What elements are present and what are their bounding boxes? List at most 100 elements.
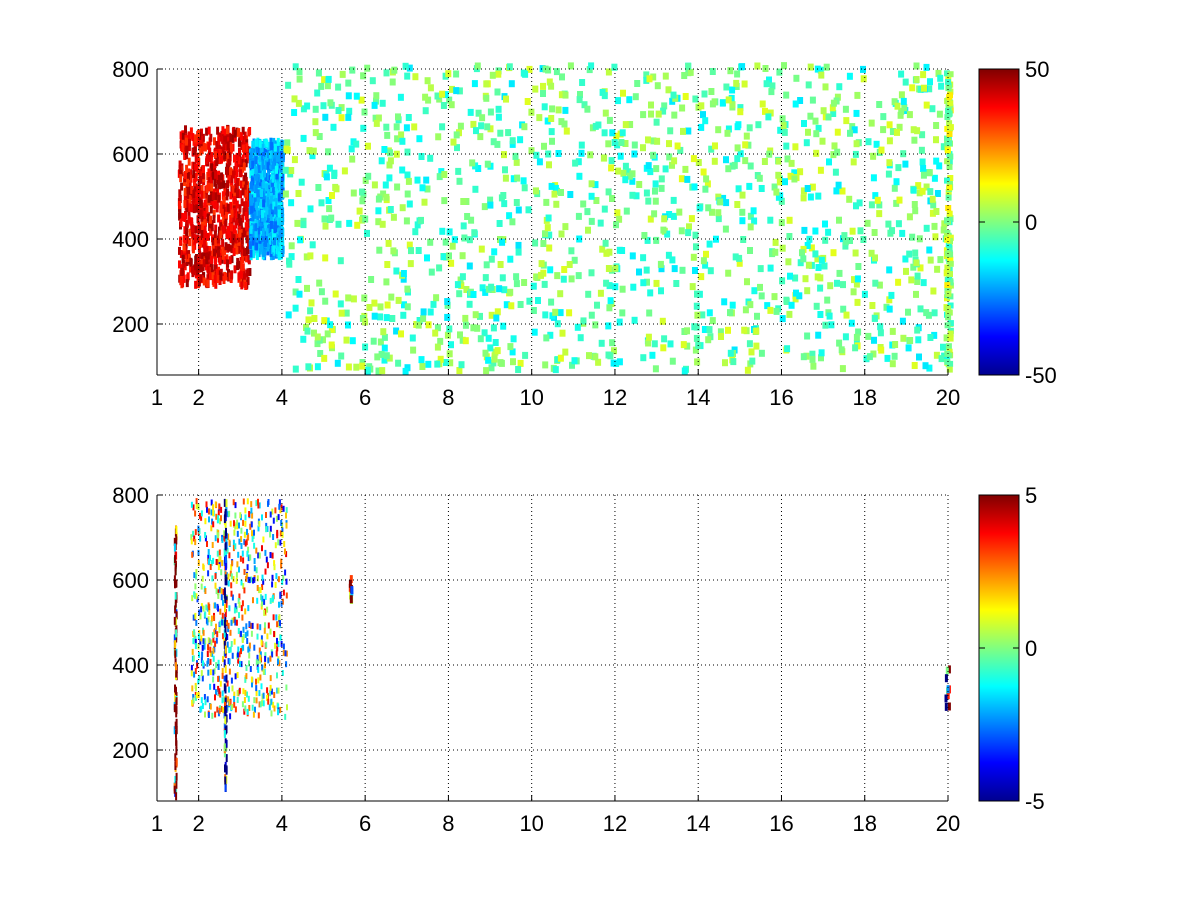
heatmap-cell [247,646,250,653]
heatmap-cell [264,622,266,629]
heatmap-cell [945,241,952,248]
heatmap-cell [633,192,640,200]
heatmap-cell [553,200,560,208]
heatmap-cell [830,249,837,257]
heatmap-cell [194,583,197,590]
heatmap-cell [585,226,591,234]
heatmap-cell [213,178,217,187]
heatmap-cell [308,299,315,307]
heatmap-cell [322,254,329,262]
heatmap-cell [257,226,261,235]
heatmap-cell [499,274,506,282]
heatmap-cell [209,646,212,653]
heatmap-cell [778,219,785,227]
heatmap-cell [232,545,235,552]
heatmap-cell [178,165,182,173]
heatmap-cell [242,248,246,257]
heatmap-cell [242,207,246,216]
heatmap-cell [660,107,667,115]
heatmap-cell [210,639,213,646]
heatmap-cell [271,186,275,195]
heatmap-cell [813,149,820,157]
heatmap-cell [261,545,263,552]
heatmap-cell [194,643,197,650]
heatmap-cell [255,201,259,210]
heatmap-cell [264,568,267,575]
heatmap-cell [401,301,407,309]
heatmap-cell [773,188,780,196]
heatmap-cell [206,696,209,703]
heatmap-cell [173,634,176,643]
heatmap-cell [777,126,784,134]
heatmap-cell [944,135,950,142]
heatmap-cell [198,250,202,259]
heatmap-cell [802,275,809,283]
heatmap-cell [253,697,256,704]
heatmap-cell [605,188,612,196]
heatmap-cell [292,365,299,373]
heatmap-cell [247,534,250,541]
heatmap-cell [437,337,444,345]
x-tick-label: 10 [519,385,543,410]
heatmap-cell [259,244,263,252]
heatmap-cell [362,176,369,184]
heatmap-cell [571,357,578,365]
heatmap-cell [284,650,287,657]
heatmap-cell [669,161,675,169]
heatmap-cell [223,151,227,160]
heatmap-cell [588,311,595,319]
heatmap-cell [224,783,227,792]
y-tick-label: 800 [112,57,149,82]
heatmap-cell [219,180,223,189]
heatmap-cell [218,181,221,190]
heatmap-cell [224,665,227,673]
heatmap-cell [257,666,260,673]
heatmap-cell [690,253,697,261]
heatmap-cell [359,359,366,366]
heatmap-cell [679,104,686,112]
heatmap-cell [490,359,497,367]
heatmap-cell [202,259,206,268]
heatmap-cell [946,82,953,89]
heatmap-cell [270,178,274,187]
heatmap-cell [488,255,495,263]
heatmap-cell [381,356,388,364]
heatmap-cell [936,110,943,118]
heatmap-cell [920,171,927,179]
heatmap-cell [383,193,390,201]
heatmap-cell [722,359,728,367]
heatmap-cell [819,137,826,145]
heatmap-cell [855,263,862,270]
x-tick-label: 1 [151,385,163,410]
heatmap-cell [437,355,444,363]
heatmap-cell [213,201,217,210]
x-tick-label: 16 [769,811,793,836]
heatmap-cell [603,249,610,257]
heatmap-cell [239,263,243,272]
heatmap-cell [622,121,629,129]
heatmap-cell [191,699,194,706]
heatmap-cell [234,230,238,239]
heatmap-cell [229,629,232,636]
heatmap-cell [644,278,650,286]
heatmap-cell [211,200,215,209]
heatmap-cell [379,367,386,375]
heatmap-cell [246,638,249,644]
heatmap-cell [487,344,494,352]
heatmap-cell [721,298,728,306]
heatmap-cell [197,549,200,556]
heatmap-cell [234,502,237,509]
heatmap-cell [947,88,954,95]
heatmap-cell [320,336,326,344]
heatmap-cell [944,358,951,365]
heatmap-cell [872,192,879,200]
heatmap-cell [237,628,240,634]
heatmap-cell [225,754,228,763]
heatmap-cell [702,185,709,193]
heatmap-cell [249,192,253,201]
heatmap-cell [186,272,190,281]
heatmap-cell [216,275,220,283]
heatmap-cell [230,564,233,571]
heatmap-cell [677,146,684,154]
